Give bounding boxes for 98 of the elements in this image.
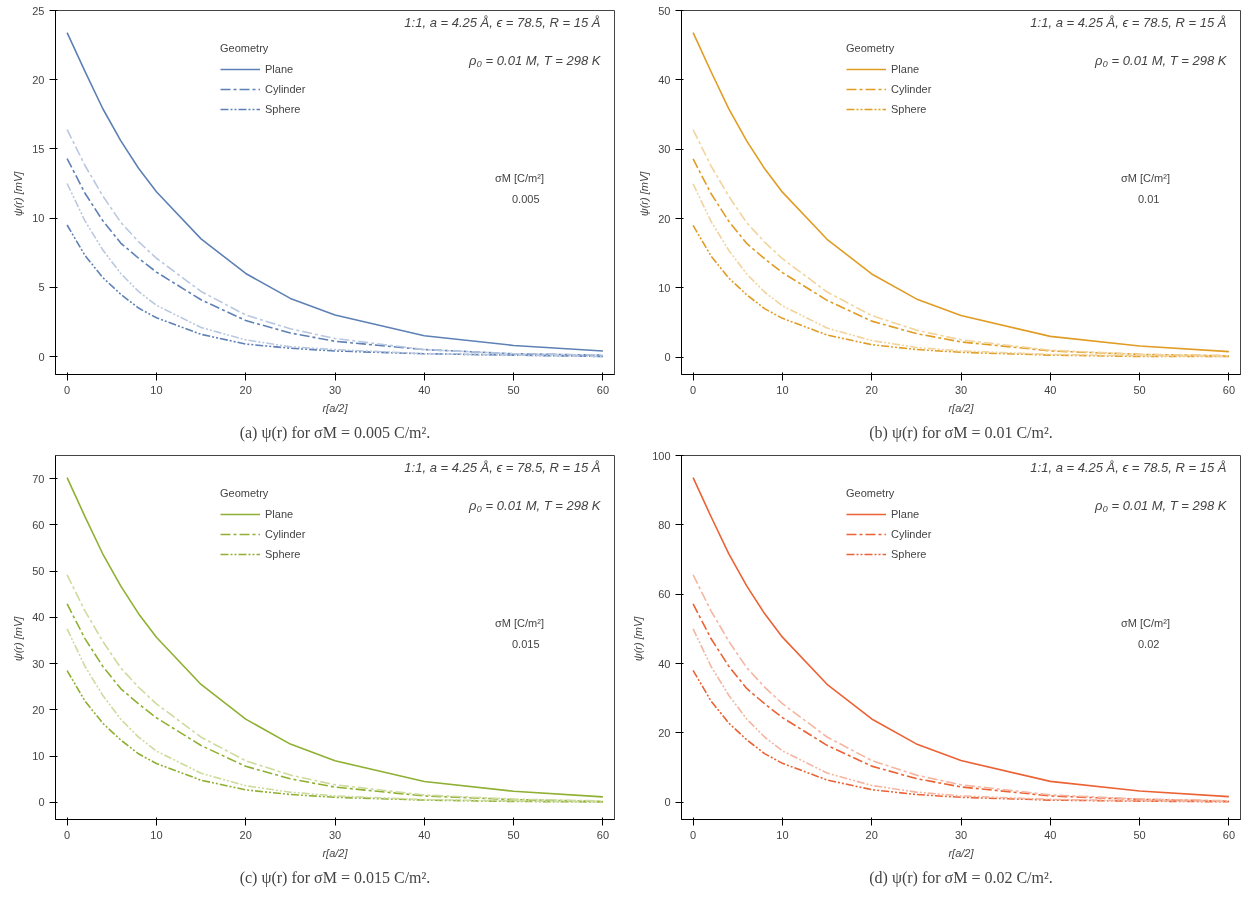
legend-title: Geometry — [220, 487, 270, 499]
y-tick-label: 25 — [32, 4, 45, 17]
y-tick-label: 50 — [658, 4, 671, 17]
x-tick-label: 0 — [690, 828, 697, 841]
x-tick-label: 60 — [1222, 828, 1236, 841]
x-axis-title: r[a/2] — [322, 401, 349, 414]
annotation: ρ₀ = 0.01 M, T = 298 K — [468, 497, 602, 513]
x-axis-title: r[a/2] — [948, 401, 975, 414]
y-axis-title: ψ(r) [mV] — [12, 170, 25, 217]
legend-label: Plane — [891, 508, 920, 520]
legend-label: Sphere — [891, 103, 927, 115]
x-tick-label: 60 — [596, 383, 610, 396]
y-tick-label: 30 — [32, 657, 45, 670]
x-tick-label: 20 — [239, 828, 252, 841]
y-tick-label: 100 — [652, 449, 671, 462]
y-axis-title: ψ(r) [mV] — [638, 170, 651, 217]
x-tick-label: 60 — [1222, 383, 1236, 396]
x-tick-label: 40 — [418, 383, 431, 396]
annotation: σM [C/m²] — [495, 172, 544, 184]
x-tick-label: 50 — [1133, 383, 1146, 396]
x-tick-label: 30 — [328, 383, 342, 396]
annotation: σM [C/m²] — [495, 617, 544, 629]
y-tick-label: 40 — [658, 73, 671, 86]
x-tick-label: 10 — [150, 383, 163, 396]
x-tick-label: 10 — [776, 828, 789, 841]
annotation: 1:1, a = 4.25 Å, ϵ = 78.5, R = 15 Å — [1030, 459, 1227, 475]
annotation: 0.01 — [1138, 193, 1160, 205]
y-tick-label: 15 — [32, 142, 45, 155]
legend-title: Geometry — [220, 42, 270, 54]
x-axis-title: r[a/2] — [948, 846, 975, 859]
legend-label: Plane — [265, 508, 294, 520]
x-axis-title: r[a/2] — [322, 846, 349, 859]
y-tick-label: 20 — [32, 703, 45, 716]
legend-title: Geometry — [846, 42, 896, 54]
legend-label: Cylinder — [891, 83, 932, 95]
legend-label: Sphere — [891, 548, 927, 560]
text: (d) ψ(r) for σM = 0.02 C/m². — [869, 868, 1053, 887]
x-tick-label: 50 — [507, 828, 520, 841]
annotation: 1:1, a = 4.25 Å, ϵ = 78.5, R = 15 Å — [404, 14, 601, 30]
x-tick-label: 40 — [1044, 828, 1057, 841]
x-tick-label: 0 — [64, 828, 71, 841]
text: (c) ψ(r) for σM = 0.015 C/m². — [239, 868, 431, 887]
x-tick-label: 30 — [954, 828, 968, 841]
x-tick-label: 60 — [596, 828, 610, 841]
x-tick-label: 30 — [954, 383, 968, 396]
annotation: σM [C/m²] — [1121, 172, 1170, 184]
x-tick-label: 20 — [865, 383, 878, 396]
legend-label: Cylinder — [891, 528, 932, 540]
text: (a) ψ(r) for σM = 0.005 C/m². — [239, 423, 431, 442]
y-tick-label: 0 — [664, 796, 671, 809]
x-tick-label: 20 — [865, 828, 878, 841]
y-tick-label: 30 — [658, 143, 671, 156]
annotation: 1:1, a = 4.25 Å, ϵ = 78.5, R = 15 Å — [404, 459, 601, 475]
annotation: σM [C/m²] — [1121, 617, 1170, 629]
y-tick-label: 60 — [658, 588, 671, 601]
x-tick-label: 40 — [1044, 383, 1057, 396]
y-tick-label: 40 — [658, 657, 671, 670]
y-tick-label: 50 — [32, 565, 45, 578]
text: (b) ψ(r) for σM = 0.01 C/m². — [869, 423, 1053, 442]
legend-label: Plane — [265, 63, 294, 75]
y-tick-label: 0 — [38, 796, 45, 809]
annotation: 0.02 — [1138, 638, 1160, 650]
legend-title: Geometry — [846, 487, 896, 499]
y-tick-label: 0 — [38, 350, 45, 363]
y-axis-title: ψ(r) [mV] — [632, 615, 645, 662]
y-tick-label: 80 — [658, 518, 671, 531]
y-tick-label: 60 — [32, 518, 45, 531]
annotation: 0.005 — [512, 193, 540, 205]
annotation: ρ₀ = 0.01 M, T = 298 K — [1094, 497, 1228, 513]
y-tick-label: 10 — [32, 750, 45, 763]
y-tick-label: 10 — [658, 281, 671, 294]
x-tick-label: 30 — [328, 828, 342, 841]
y-tick-label: 0 — [664, 351, 671, 364]
x-tick-label: 40 — [418, 828, 431, 841]
x-tick-label: 0 — [64, 383, 71, 396]
legend-label: Cylinder — [265, 528, 306, 540]
y-tick-label: 10 — [32, 212, 45, 225]
annotation: 0.015 — [512, 638, 540, 650]
annotation: 1:1, a = 4.25 Å, ϵ = 78.5, R = 15 Å — [1030, 14, 1227, 30]
y-tick-label: 40 — [32, 611, 45, 624]
x-tick-label: 0 — [690, 383, 697, 396]
legend-label: Sphere — [265, 548, 301, 560]
y-tick-label: 20 — [32, 73, 45, 86]
legend-label: Plane — [891, 63, 920, 75]
x-tick-label: 10 — [150, 828, 163, 841]
y-axis-title: ψ(r) [mV] — [12, 615, 25, 662]
y-tick-label: 70 — [32, 472, 45, 485]
y-tick-label: 5 — [38, 281, 45, 294]
x-tick-label: 20 — [239, 383, 252, 396]
x-tick-label: 10 — [776, 383, 789, 396]
legend-label: Cylinder — [265, 83, 306, 95]
x-tick-label: 50 — [1133, 828, 1146, 841]
legend-label: Sphere — [265, 103, 301, 115]
y-tick-label: 20 — [658, 212, 671, 225]
annotation: ρ₀ = 0.01 M, T = 298 K — [468, 52, 602, 68]
annotation: ρ₀ = 0.01 M, T = 298 K — [1094, 52, 1228, 68]
x-tick-label: 50 — [507, 383, 520, 396]
y-tick-label: 20 — [658, 726, 671, 739]
